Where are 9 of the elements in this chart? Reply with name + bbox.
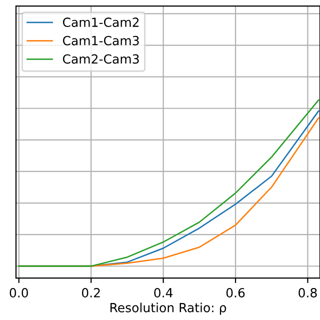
legend-label: Cam1-Cam3 bbox=[62, 36, 139, 46]
legend-label: Cam2-Cam3 bbox=[62, 54, 139, 64]
x-tick-label: 0.8 bbox=[298, 288, 317, 298]
x-tick-label: 0.0 bbox=[10, 288, 28, 298]
x-tick-label: 0.6 bbox=[226, 288, 245, 298]
legend-label: Cam1-Cam2 bbox=[62, 18, 139, 28]
x-tick-label: 0.2 bbox=[82, 288, 100, 298]
x-tick-label: 0.4 bbox=[154, 288, 173, 298]
x-axis-title: Resolution Ratio: ρ bbox=[110, 302, 226, 315]
